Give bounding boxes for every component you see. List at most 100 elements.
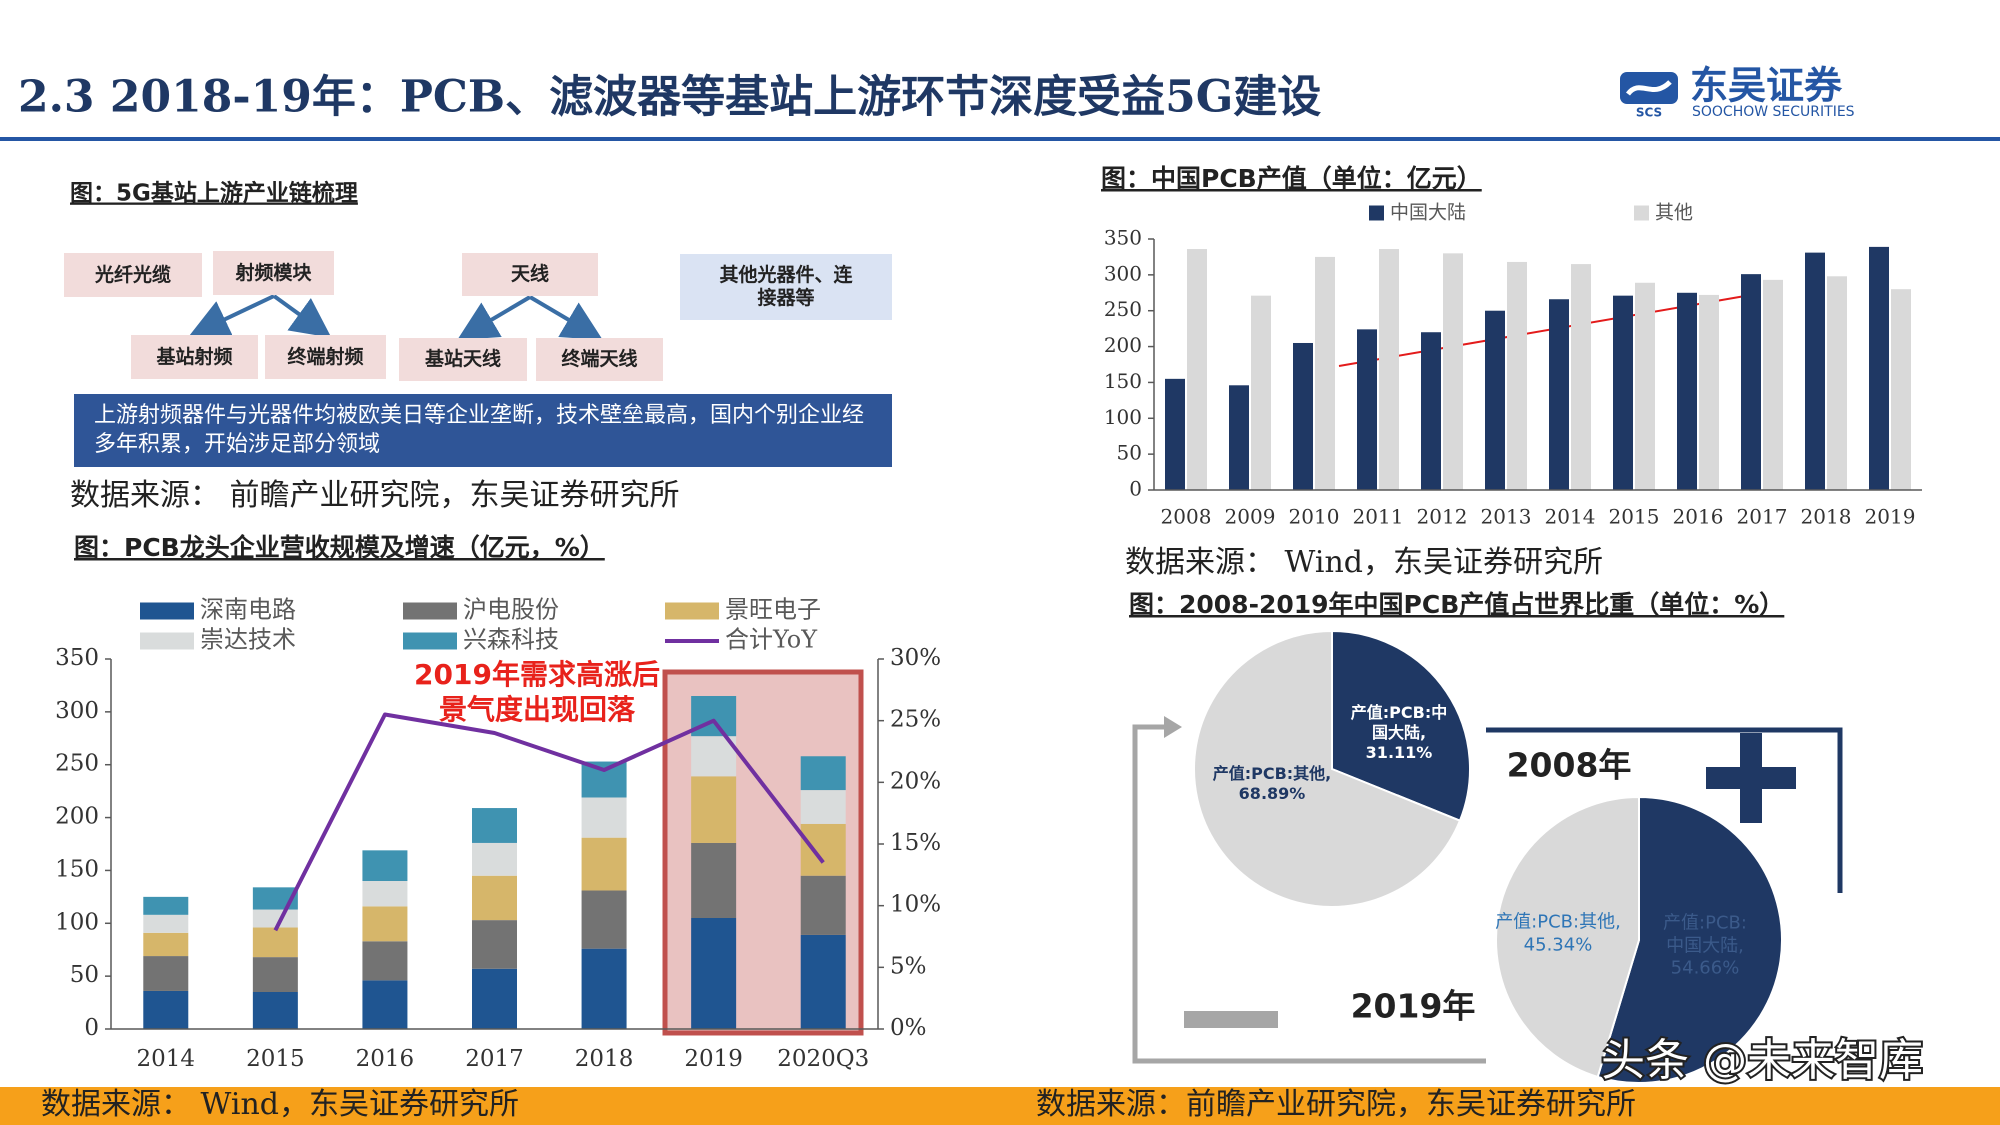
bar	[581, 948, 627, 1029]
diagram-arrow	[528, 295, 603, 341]
bar	[800, 756, 846, 791]
bar	[1699, 294, 1719, 490]
line-series	[273, 712, 825, 932]
x-tick-label: 2014	[1545, 505, 1596, 529]
logo-wave	[1626, 80, 1672, 96]
bar	[143, 932, 189, 957]
pie-label: 产值:PCB:其他, 45.34%	[1495, 911, 1621, 956]
watermark: 头条 @未来智库	[1601, 1035, 1923, 1086]
source-note: 数据来源： Wind，东吴证券研究所	[1125, 545, 1603, 580]
frame-arrowhead	[1164, 716, 1182, 738]
x-tick-label: 2018	[1801, 505, 1852, 529]
bar	[252, 957, 298, 992]
bar	[691, 842, 737, 918]
legend-label: 沪电股份	[463, 596, 559, 624]
bar	[1443, 253, 1463, 490]
annotation: 景气度出现回落	[439, 693, 636, 726]
y-tick-label: 350	[55, 645, 99, 671]
x-tick-label: 2014	[137, 1046, 196, 1072]
bar	[1763, 279, 1783, 490]
x-tick-label: 2008	[1161, 505, 1212, 529]
y2-tick-label: 10%	[890, 892, 941, 918]
bar	[252, 992, 298, 1029]
legend-swatch	[1369, 205, 1384, 221]
bar	[691, 696, 737, 737]
bar	[362, 881, 408, 907]
bar	[1379, 249, 1399, 490]
source-note: 数据来源： 前瞻产业研究院，东吴证券研究所	[70, 478, 680, 513]
y-tick-label: 250	[1104, 297, 1142, 321]
diagram-node: 终端天线	[536, 338, 663, 381]
source-note: 数据来源： Wind，东吴证券研究所	[41, 1087, 519, 1122]
x-tick-label: 2016	[356, 1046, 415, 1072]
x-tick-label: 2019	[684, 1046, 743, 1072]
x-tick-label: 2018	[575, 1046, 634, 1072]
diagram-arrow	[188, 294, 275, 338]
bar	[472, 920, 517, 969]
legend-swatch	[665, 602, 719, 620]
bar	[1741, 274, 1761, 490]
x-tick-label: 2012	[1417, 505, 1468, 529]
y2-tick-label: 25%	[890, 707, 941, 733]
pie-slice	[1495, 795, 1640, 1079]
bar	[1677, 292, 1697, 490]
bar	[472, 842, 517, 876]
logo-name: 东吴证券	[1690, 64, 1843, 108]
bar	[800, 934, 846, 1029]
diagram-note: 上游射频器件与光器件均被欧美日等企业垄断，技术壁垒最高，国内个别企业经多年积累，…	[74, 394, 892, 467]
legend-label: 中国大陆	[1390, 202, 1466, 224]
pie-slice	[1193, 629, 1462, 908]
legend-label: 兴森科技	[463, 626, 559, 654]
diagram-node: 基站射频	[131, 335, 258, 379]
bar	[143, 896, 189, 915]
bar	[1827, 276, 1847, 490]
bar	[581, 837, 627, 891]
slide-title: 2.3 2018-19年：PCB、滤波器等基站上游环节深度受益5G建设	[18, 72, 1321, 123]
bar	[1229, 385, 1249, 490]
x-tick-label: 2013	[1481, 505, 1532, 529]
bar	[362, 906, 408, 942]
y2-tick-label: 15%	[890, 830, 941, 856]
bar	[1187, 249, 1207, 490]
legend-label: 崇达技术	[200, 626, 296, 654]
bar	[252, 927, 298, 958]
y2-tick-label: 30%	[890, 645, 941, 671]
bar	[1507, 261, 1527, 490]
bar	[1891, 289, 1911, 490]
bar	[581, 761, 627, 798]
x-tick-label: 2015	[1609, 505, 1660, 529]
bar	[1571, 264, 1591, 490]
chart-title: 图：中国PCB产值（单位：亿元）	[1101, 164, 1482, 193]
chart-title: 图：PCB龙头企业营收规模及增速（亿元，%）	[74, 533, 605, 562]
bar	[252, 909, 298, 928]
legend-swatch	[140, 632, 194, 650]
bar	[472, 875, 517, 921]
y2-tick-label: 20%	[890, 768, 941, 794]
diagram-node: 天线	[462, 253, 598, 296]
bar	[362, 941, 408, 981]
y-tick-label: 0	[84, 1015, 99, 1041]
y-tick-label: 150	[55, 856, 99, 882]
diagram-title: 图：5G基站上游产业链梳理	[70, 180, 358, 207]
frame-gray	[1132, 724, 1486, 1064]
legend-label: 合计YoY	[725, 626, 818, 654]
bar	[472, 808, 517, 843]
diagram-node: 射频模块	[213, 251, 334, 295]
bar	[1549, 299, 1569, 490]
y2-tick-label: 5%	[890, 953, 927, 979]
x-tick-label: 2017	[1737, 505, 1788, 529]
pie-slice	[1331, 629, 1471, 822]
legend-swatch	[140, 602, 194, 620]
pie-slice	[1596, 795, 1784, 1084]
bar	[143, 990, 189, 1029]
y-tick-label: 350	[1104, 226, 1142, 250]
pie-label: 产值:PCB:中国大陆, 54.66%	[1663, 912, 1747, 979]
pie-title: 2019年	[1351, 987, 1476, 1026]
bar	[800, 823, 846, 876]
bar	[472, 968, 517, 1029]
diagram-arrow	[457, 295, 532, 341]
diagram-node: 基站天线	[399, 338, 527, 381]
x-tick-label: 2017	[465, 1046, 524, 1072]
